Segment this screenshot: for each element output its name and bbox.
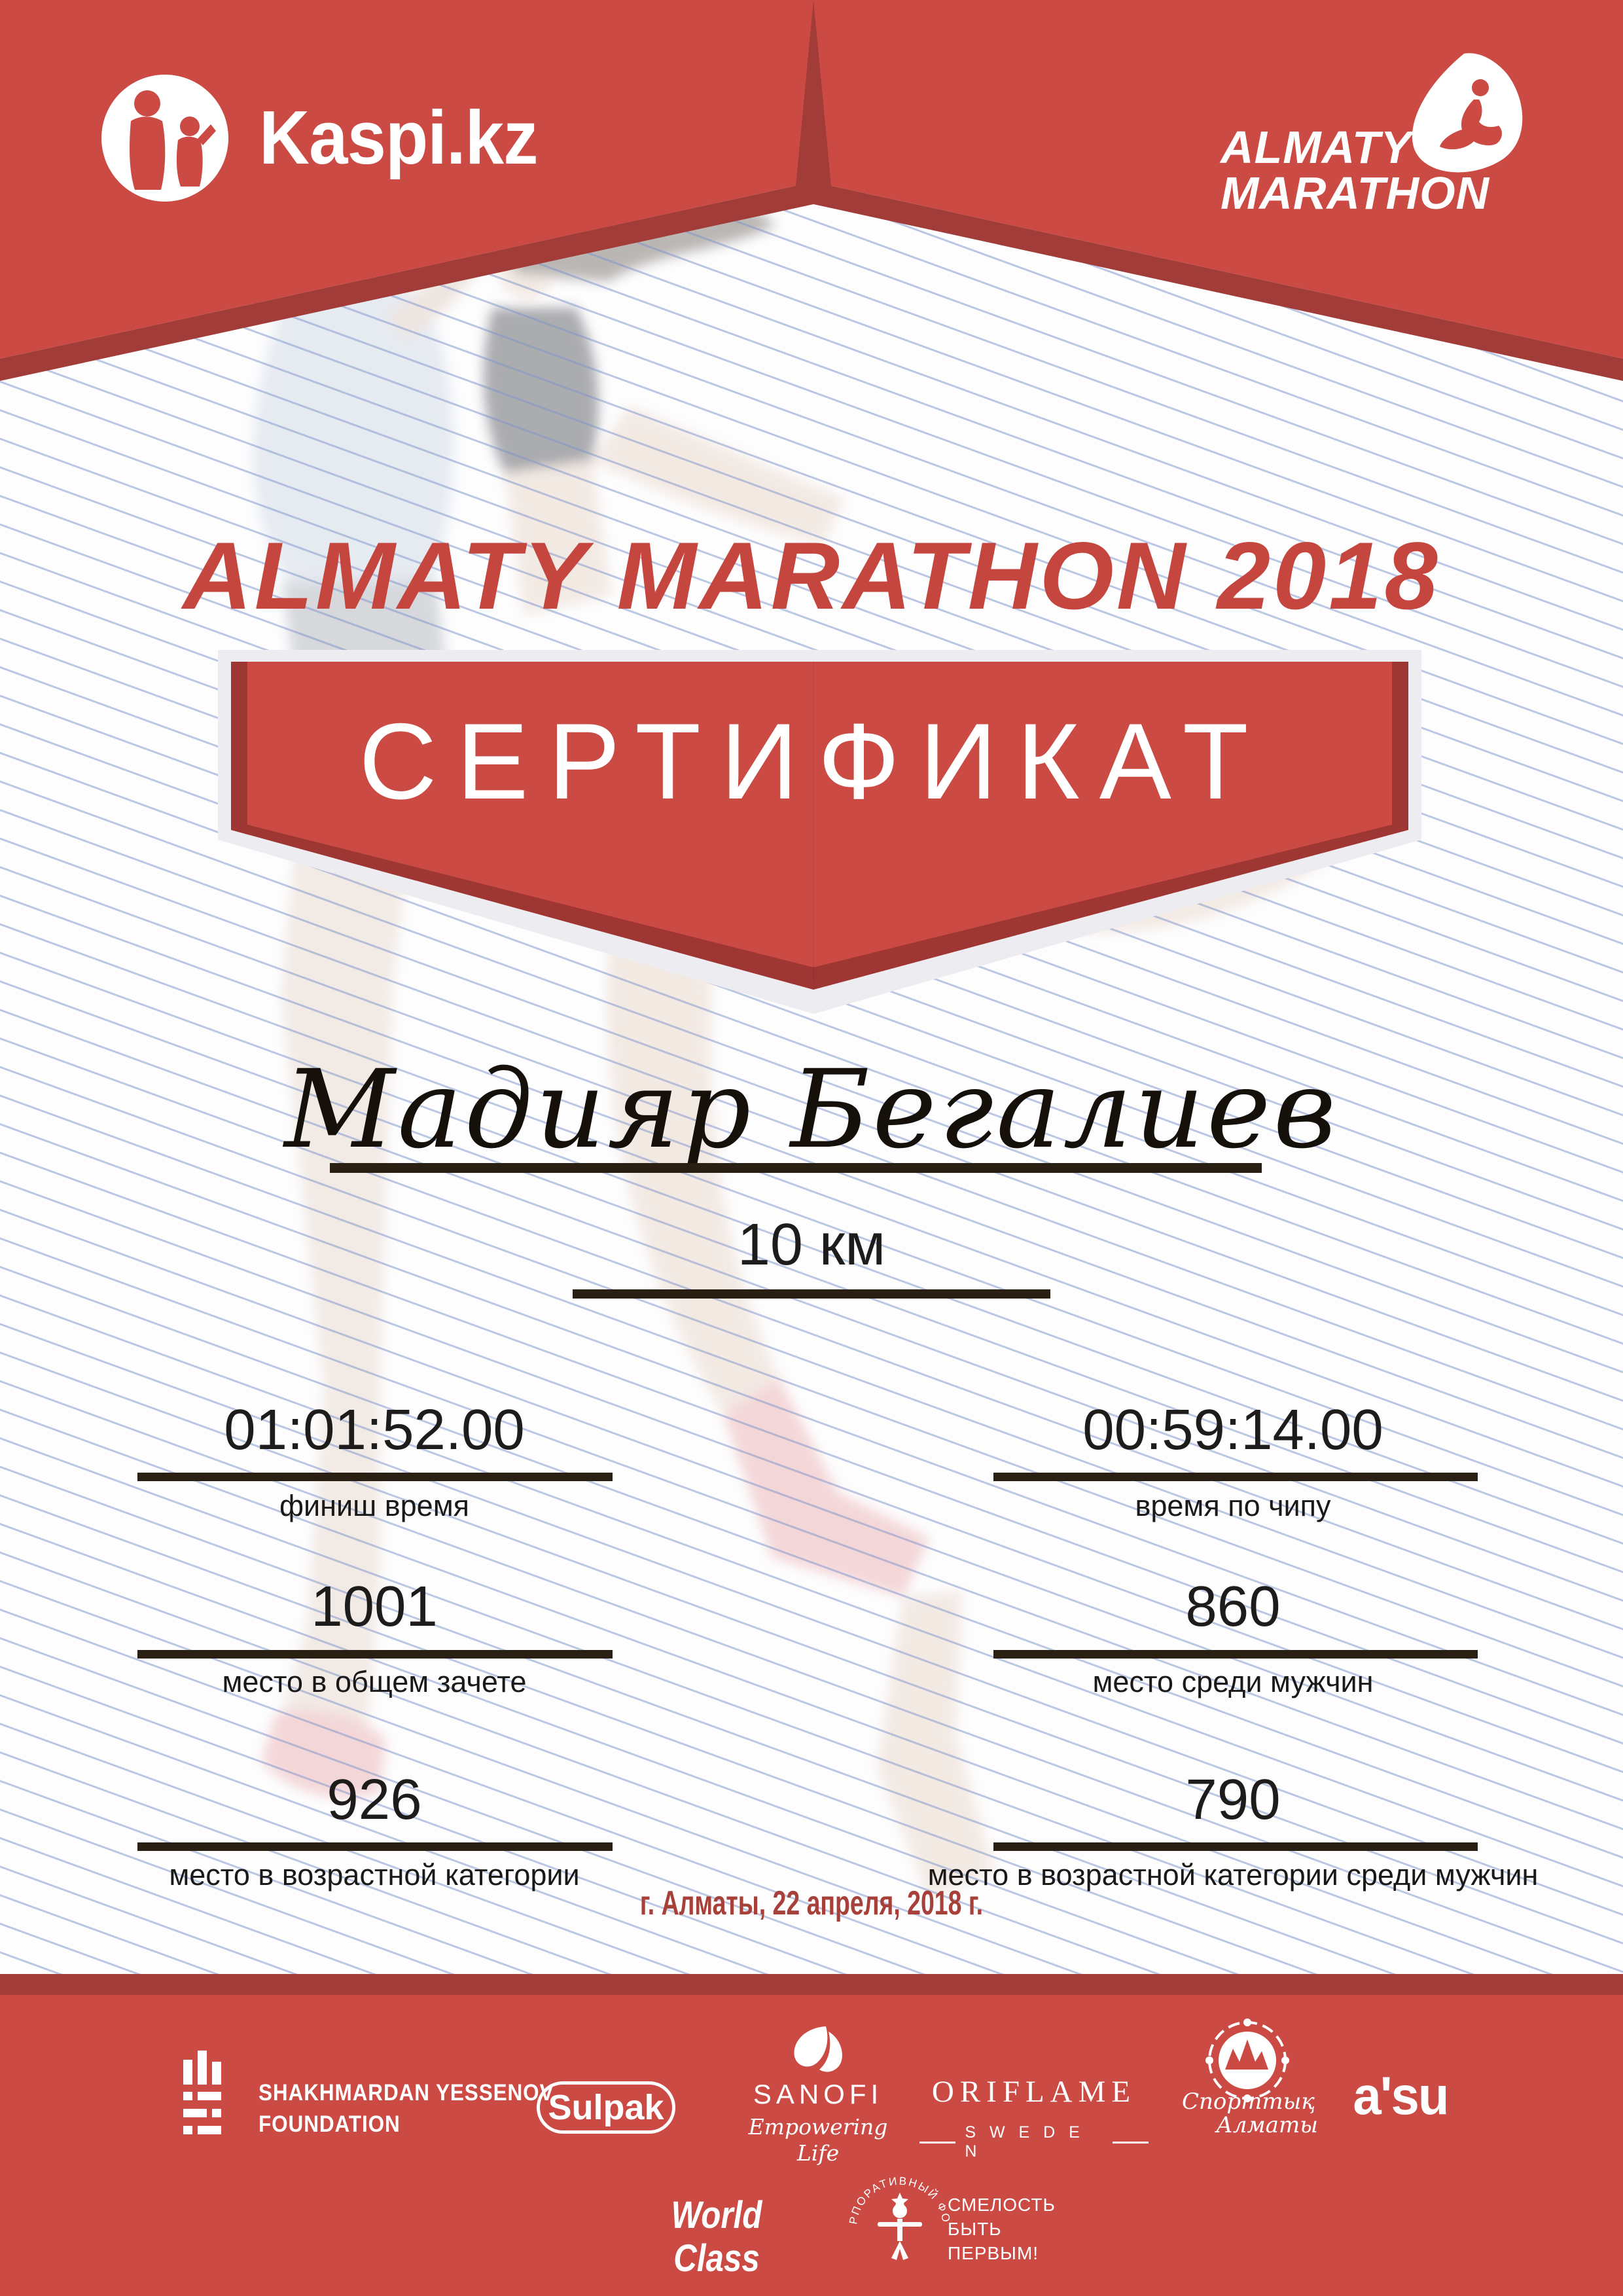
men-place-value: 860 [1185,1575,1281,1638]
men-place-underline [993,1650,1478,1659]
sponsor-sulpak-logo: Sulpak [537,2081,675,2134]
age-men-place-value: 790 [1185,1768,1281,1831]
almaty-marathon-wordmark-line1: ALMATY [1221,122,1412,173]
overall-place-underline [137,1650,613,1659]
almaty-marathon-logo-icon [1412,53,1523,173]
sponsor-oriflame-wordmark: ORIFLAME [931,2075,1137,2109]
overall-place-value: 1001 [311,1575,438,1638]
age-place-value: 926 [327,1768,422,1831]
sponsor-sanofi-tagline: Empowering Life [748,2114,888,2166]
certificate-ribbon [218,650,1421,1014]
sponsor-sanofi-wordmark: SANOFI [753,2079,883,2109]
sponsor-sport-almaty-line1: Спорттық [1182,2089,1315,2115]
event-title: ALMATY MARATHON 2018 [183,522,1440,629]
fund-motto-line2: БЫТЬ [948,2219,1002,2239]
fund-motto-line3: ПЕРВЫМ! [948,2243,1039,2263]
oriflame-rule-right [1112,2141,1149,2144]
header-fold-spike [796,0,831,186]
kaspi-wordmark: Kaspi.kz [259,95,539,180]
sponsor-fund-motto: СМЕЛОСТЬ БЫТЬ ПЕРВЫМ! [948,2193,1056,2265]
sponsor-oriflame-sub: S W E D E N [919,2123,1149,2161]
sponsor-world-class-wordmark: World Class [671,2194,762,2280]
recipient-name-underline [330,1163,1262,1173]
chip-time-value: 00:59:14.00 [1082,1398,1383,1462]
race-distance-underline [573,1289,1050,1299]
race-distance: 10 км [737,1212,886,1278]
sanofi-icon [794,2026,842,2072]
overall-place-label: место в общем зачете [222,1665,527,1698]
event-date-location: г. Алматы, 22 апреля, 2018 г. [639,1884,984,1922]
footer-shadow-band [0,1974,1623,1995]
finish-time-label: финиш время [279,1489,470,1522]
kaspi-logo-icon [101,75,228,202]
age-place-underline [137,1842,613,1851]
almaty-marathon-wordmark-line2: MARATHON [1221,168,1490,219]
sponsor-sport-almaty-line2: Алматы [1216,2112,1318,2138]
fund-motto-line1: СМЕЛОСТЬ [948,2195,1056,2215]
finish-time-value: 01:01:52.00 [224,1398,525,1462]
chip-time-underline [993,1473,1478,1481]
age-place-label: место в возрастной категории [169,1858,580,1892]
sport-almaty-emblem [1205,2018,1289,2102]
chip-time-label: время по чипу [1135,1489,1331,1522]
age-men-place-label: место в возрастной категории среди мужчи… [927,1858,1539,1892]
certificate-heading: СЕРТИФИКАТ [359,701,1268,821]
age-men-place-underline [993,1842,1478,1851]
sponsor-yessenov-line1: SHAKHMARDAN YESSENOV [259,2080,554,2106]
sponsor-yessenov-line2: FOUNDATION [259,2111,401,2137]
yessenov-foundation-icon [183,2051,221,2134]
recipient-name: Мадияр Бегалиев [284,1047,1339,1172]
men-place-label: место среди мужчин [1092,1665,1374,1698]
sponsor-asu-wordmark: a'su [1353,2066,1449,2126]
finish-time-underline [137,1473,613,1481]
oriflame-rule-left [919,2141,956,2144]
oriflame-sweden-label: S W E D E N [965,2123,1084,2161]
